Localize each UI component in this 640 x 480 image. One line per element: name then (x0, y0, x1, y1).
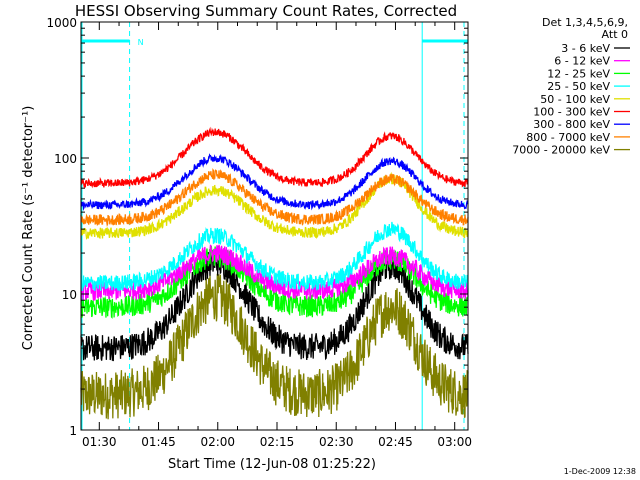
y-tick-label: 10 (62, 288, 77, 302)
x-tick-label: 03:00 (437, 435, 472, 449)
legend-label: 7000 - 20000 keV (512, 144, 610, 157)
legend-label: 6 - 12 keV (554, 55, 610, 68)
series-line (80, 273, 469, 420)
x-tick-label: 02:15 (260, 435, 295, 449)
x-tick-label: 02:30 (319, 435, 354, 449)
chart-title: HESSI Observing Summary Count Rates, Cor… (75, 2, 457, 20)
legend-label: 50 - 100 keV (540, 93, 610, 106)
legend-label: 12 - 25 keV (547, 67, 610, 80)
legend-label: 25 - 50 keV (547, 80, 610, 93)
legend-label: 100 - 300 keV (533, 106, 610, 119)
y-tick-label: 1 (69, 424, 77, 438)
x-axis-label: Start Time (12-Jun-08 01:25:22) (168, 457, 376, 472)
legend-label: 800 - 7000 keV (526, 131, 610, 144)
x-tick-label: 02:00 (200, 435, 235, 449)
series-line (80, 126, 469, 189)
y-axis: 1 10 100 1000 (46, 16, 468, 438)
series-line (80, 221, 469, 292)
generation-timestamp: 1-Dec-2009 12:38 (564, 467, 636, 476)
x-tick-label: 01:45 (141, 435, 176, 449)
y-tick-label: 100 (54, 152, 77, 166)
x-tick-label: 02:45 (378, 435, 413, 449)
y-tick-label: 1000 (46, 16, 77, 30)
x-axis: 01:30 01:45 02:00 02:15 02:30 02:45 03:00 (82, 22, 472, 449)
legend-label: 300 - 800 keV (533, 118, 610, 131)
legend-header: Att 0 (602, 28, 628, 41)
plot-area: N (80, 21, 469, 431)
legend-header: Det 1,3,4,5,6,9, (542, 16, 628, 29)
series-line (80, 167, 469, 227)
y-axis-label: Corrected Count Rate (s⁻¹ detector⁻¹) (21, 106, 36, 351)
plot-frame (80, 21, 469, 431)
night-marker-label: N (138, 38, 144, 47)
legend-label: 3 - 6 keV (561, 42, 610, 55)
x-tick-label: 01:30 (82, 435, 117, 449)
series-line (80, 153, 469, 211)
